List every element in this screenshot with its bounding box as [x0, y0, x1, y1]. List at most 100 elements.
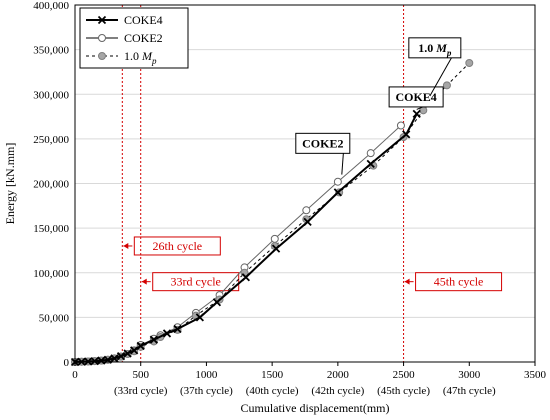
x-tick-label: 0 — [72, 369, 78, 381]
callout-pointer — [429, 51, 456, 97]
y-tick-label: 300,000 — [33, 89, 69, 101]
x-marker — [110, 354, 119, 363]
x-marker-stroke — [123, 349, 132, 358]
x-marker-stroke — [90, 356, 99, 366]
y-tick-label: 250,000 — [33, 134, 69, 146]
x-marker-stroke — [162, 329, 172, 338]
x-marker-stroke — [130, 346, 139, 355]
x-marker-stroke — [97, 15, 107, 25]
x-marker-stroke — [212, 298, 222, 307]
y-tick-label: 100,000 — [33, 268, 69, 280]
legend-entry: COKE4 — [86, 13, 163, 27]
legend: COKE4 COKE2 1.0 Mp — [79, 7, 189, 69]
x-marker — [90, 356, 99, 366]
x-marker — [149, 335, 158, 344]
x-axis-title: Cumulative displacement(mm) — [241, 401, 390, 415]
cycle-tick-label: (33rd cycle) — [114, 385, 168, 397]
open-circle-marker — [270, 234, 279, 243]
legend-entry: 1.0 Mp — [86, 49, 157, 66]
x-marker-stroke — [402, 130, 411, 139]
series-coke4 — [70, 109, 421, 367]
cycle-tick-label: (47th cycle) — [443, 385, 496, 397]
open-circle-marker — [98, 34, 106, 42]
x-marker — [333, 188, 342, 197]
x-tick-label: 2000 — [327, 369, 350, 381]
cycle-tick-label: (40th cycle) — [246, 385, 299, 397]
x-marker-stroke — [241, 273, 250, 282]
filled-circle-marker — [465, 59, 474, 68]
cycle-label: 33rd cycle — [171, 275, 221, 289]
x-marker-stroke — [149, 335, 158, 344]
filled-circle-marker — [98, 52, 106, 60]
x-marker-stroke — [173, 324, 182, 334]
x-marker-stroke — [97, 356, 106, 365]
y-tick-label: 400,000 — [33, 0, 69, 12]
callout-label: COKE2 — [302, 136, 343, 150]
cycle-reference-lines: 26th cycle 33rd cycle 45th cycle — [121, 5, 503, 362]
open-circle-marker — [396, 121, 405, 130]
y-tick-label: 350,000 — [33, 45, 69, 57]
callout-label: 1.0 Mp — [418, 41, 452, 58]
plot-frame — [74, 4, 536, 363]
x-marker — [212, 298, 222, 307]
series-callout: 1.0 Mp — [408, 37, 462, 97]
cycle-label-box — [415, 272, 503, 292]
cycle-arrowhead — [141, 278, 147, 285]
y-tick-label: 200,000 — [33, 179, 69, 191]
x-marker — [241, 273, 250, 282]
y-tick-label: 0 — [64, 357, 70, 369]
x-marker — [195, 313, 204, 322]
x-marker-stroke — [412, 109, 421, 119]
x-marker — [97, 15, 107, 25]
callout-box — [408, 37, 462, 59]
x-marker — [173, 324, 182, 334]
axes: 0 50,000 100,000 150,000 200,000 250,000 300,0… — [3, 0, 547, 415]
y-axis-title: Energy [kN.mm] — [3, 143, 17, 225]
x-tick-label: 2500 — [393, 369, 416, 381]
open-circle-marker — [333, 177, 342, 186]
cycle-arrowhead — [123, 242, 129, 249]
annotations: COKE2 COKE4 1.0 Mp — [295, 37, 462, 175]
x-marker — [97, 356, 106, 365]
x-marker — [162, 329, 172, 338]
x-tick-label: 3500 — [524, 369, 547, 381]
callout-box — [388, 86, 444, 108]
open-circle-marker — [366, 149, 375, 158]
series-line — [74, 125, 402, 363]
x-tick-label: 3000 — [458, 369, 481, 381]
x-marker — [116, 352, 126, 361]
cycle-label: 45th cycle — [434, 275, 484, 289]
x-tick-label: 1500 — [261, 369, 284, 381]
legend-label: COKE2 — [124, 31, 163, 45]
x-marker-stroke — [110, 354, 119, 363]
cycle-label: 26th cycle — [152, 239, 202, 253]
x-marker — [130, 346, 139, 355]
series-callout: COKE2 — [295, 132, 351, 175]
cycle-arrowhead — [404, 278, 410, 285]
x-marker-stroke — [271, 244, 281, 253]
y-tick-label: 150,000 — [33, 223, 69, 235]
x-marker — [366, 159, 375, 169]
cycle-tick-label: (42th cycle) — [311, 385, 364, 397]
x-marker — [84, 357, 93, 366]
x-marker-stroke — [136, 341, 145, 351]
series-coke2 — [71, 121, 405, 366]
legend-label: 1.0 Mp — [124, 49, 157, 66]
x-marker — [412, 109, 421, 119]
x-marker-stroke — [195, 313, 204, 322]
x-marker-stroke — [333, 188, 342, 197]
legend-label: COKE4 — [124, 13, 163, 27]
x-marker-stroke — [366, 159, 375, 169]
x-tick-label: 500 — [132, 369, 149, 381]
x-marker — [123, 349, 132, 358]
x-marker-stroke — [303, 217, 312, 227]
cycle-label-box — [152, 272, 240, 292]
callout-label: COKE4 — [395, 90, 436, 104]
x-marker-stroke — [116, 352, 126, 361]
x-tick-label: 1000 — [195, 369, 218, 381]
cycle-label-box — [133, 236, 221, 256]
filled-circle-marker — [442, 81, 451, 90]
x-marker — [303, 217, 312, 227]
x-marker — [136, 341, 145, 351]
